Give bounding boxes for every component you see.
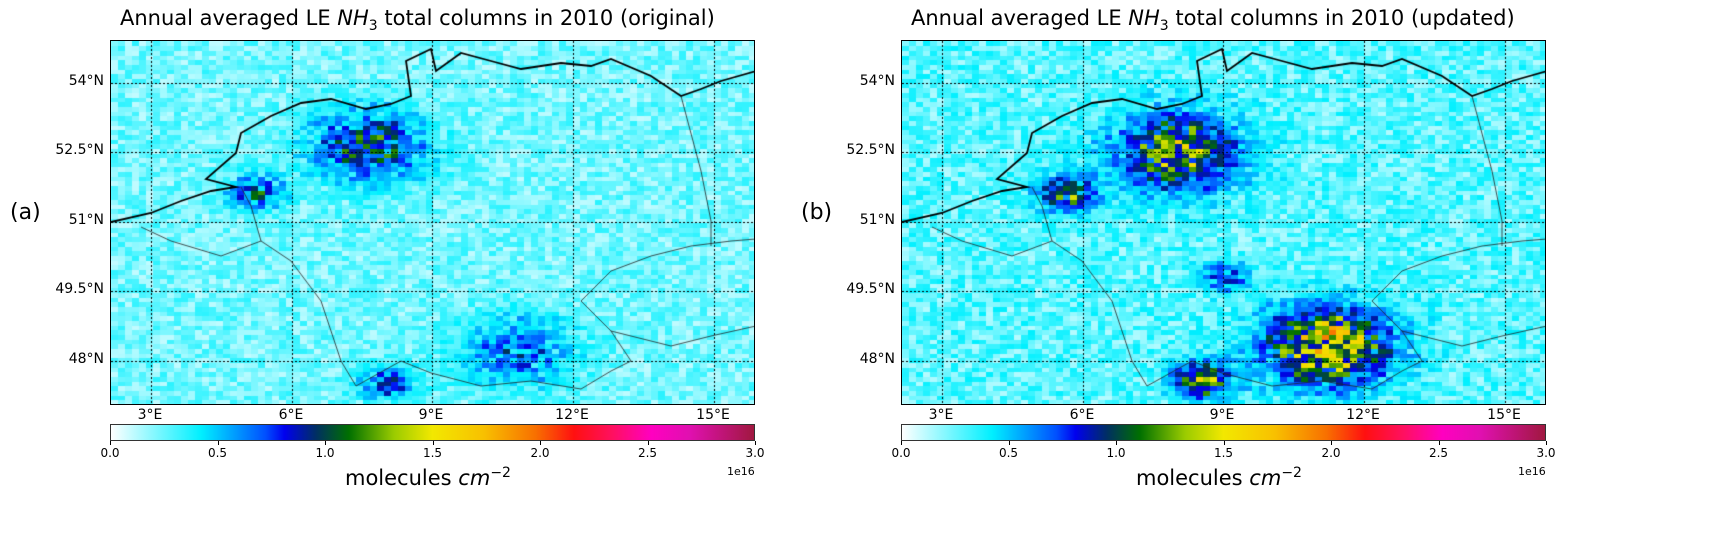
colorbar-tick-label: 2.0 xyxy=(1321,446,1341,460)
title-prefix: Annual averaged LE xyxy=(120,6,338,30)
colorbar-tick-label: 2.0 xyxy=(530,446,550,460)
title-suffix: total columns in 2010 (updated) xyxy=(1168,6,1515,30)
lat-tick-label: 54°N xyxy=(859,73,895,89)
panel-b: Annual averaged LE NH3 total columns in … xyxy=(791,0,1581,552)
lon-tick-label: 12°E xyxy=(555,407,589,423)
colorbar-tick-label: 0.0 xyxy=(891,446,911,460)
colorbar-label-unit: cm xyxy=(1249,466,1282,490)
title-prefix: Annual averaged LE xyxy=(911,6,1129,30)
colorbar-tick xyxy=(110,441,111,445)
panel-title: Annual averaged LE NH3 total columns in … xyxy=(911,6,1515,34)
colorbar-tick-label: 1.0 xyxy=(1106,446,1126,460)
heatmap-canvas xyxy=(902,41,1545,404)
colorbar-tick-label: 1.5 xyxy=(1213,446,1234,460)
panel-title: Annual averaged LE NH3 total columns in … xyxy=(120,6,715,34)
lat-tick-label: 49.5°N xyxy=(55,281,104,297)
title-suffix: total columns in 2010 (original) xyxy=(377,6,715,30)
colorbar-tick xyxy=(217,441,219,445)
colorbar-tick-label: 0.5 xyxy=(998,446,1019,460)
lon-tick-label: 6°E xyxy=(278,407,304,423)
colorbar-tick xyxy=(432,441,434,445)
lat-tick-label: 51°N xyxy=(68,212,104,228)
colorbar-tick xyxy=(755,441,756,445)
colorbar-tick-label: 2.5 xyxy=(1428,446,1449,460)
colorbar-label-text: molecules xyxy=(345,466,459,490)
panel-label: (a) xyxy=(10,200,41,225)
heatmap-canvas xyxy=(111,41,754,404)
map-heatmap xyxy=(901,40,1546,405)
colorbar-tick xyxy=(1546,441,1547,445)
lon-tick-label: 9°E xyxy=(1209,407,1235,423)
colorbar-tick-label: 2.5 xyxy=(637,446,658,460)
title-species: NH xyxy=(337,6,369,30)
lon-tick-label: 3°E xyxy=(137,407,163,423)
title-subscript: 3 xyxy=(1159,18,1169,35)
colorbar-label-unit: cm xyxy=(458,466,491,490)
colorbar xyxy=(110,424,755,441)
colorbar-tick xyxy=(325,441,326,445)
colorbar-label-power: −2 xyxy=(1281,465,1302,481)
lon-tick-label: 6°E xyxy=(1069,407,1095,423)
lon-tick-label: 15°E xyxy=(1487,407,1521,423)
colorbar-exponent: 1e16 xyxy=(727,465,755,478)
colorbar-tick xyxy=(540,441,541,445)
panel-a: Annual averaged LE NH3 total columns in … xyxy=(0,0,790,552)
panel-label: (b) xyxy=(801,200,833,225)
map-heatmap xyxy=(110,40,755,405)
colorbar-tick xyxy=(1438,441,1440,445)
lon-tick-label: 3°E xyxy=(928,407,954,423)
lon-tick-label: 9°E xyxy=(418,407,444,423)
lat-tick-label: 49.5°N xyxy=(846,281,895,297)
lat-tick-label: 48°N xyxy=(68,351,104,367)
colorbar-tick-label: 0.5 xyxy=(207,446,228,460)
colorbar-label-text: molecules xyxy=(1136,466,1250,490)
colorbar-tick xyxy=(901,441,902,445)
colorbar-tick-label: 1.0 xyxy=(315,446,335,460)
title-subscript: 3 xyxy=(368,18,378,35)
lon-tick-label: 15°E xyxy=(696,407,730,423)
colorbar-tick-label: 0.0 xyxy=(100,446,120,460)
lat-tick-label: 48°N xyxy=(859,351,895,367)
lat-tick-label: 54°N xyxy=(68,73,104,89)
colorbar-tick xyxy=(1331,441,1332,445)
colorbar xyxy=(901,424,1546,441)
lat-tick-label: 51°N xyxy=(859,212,895,228)
lat-tick-label: 52.5°N xyxy=(846,142,895,158)
colorbar-tick-label: 3.0 xyxy=(1536,446,1556,460)
title-species: NH xyxy=(1128,6,1160,30)
colorbar-tick xyxy=(1116,441,1117,445)
colorbar-tick xyxy=(1008,441,1010,445)
colorbar-label-power: −2 xyxy=(490,465,511,481)
colorbar-label: molecules cm−2 xyxy=(345,465,511,490)
colorbar-exponent: 1e16 xyxy=(1518,465,1546,478)
colorbar-tick-label: 3.0 xyxy=(745,446,765,460)
colorbar-tick xyxy=(647,441,649,445)
colorbar-tick xyxy=(1223,441,1225,445)
lon-tick-label: 12°E xyxy=(1346,407,1380,423)
colorbar-label: molecules cm−2 xyxy=(1136,465,1302,490)
colorbar-tick-label: 1.5 xyxy=(422,446,443,460)
lat-tick-label: 52.5°N xyxy=(55,142,104,158)
